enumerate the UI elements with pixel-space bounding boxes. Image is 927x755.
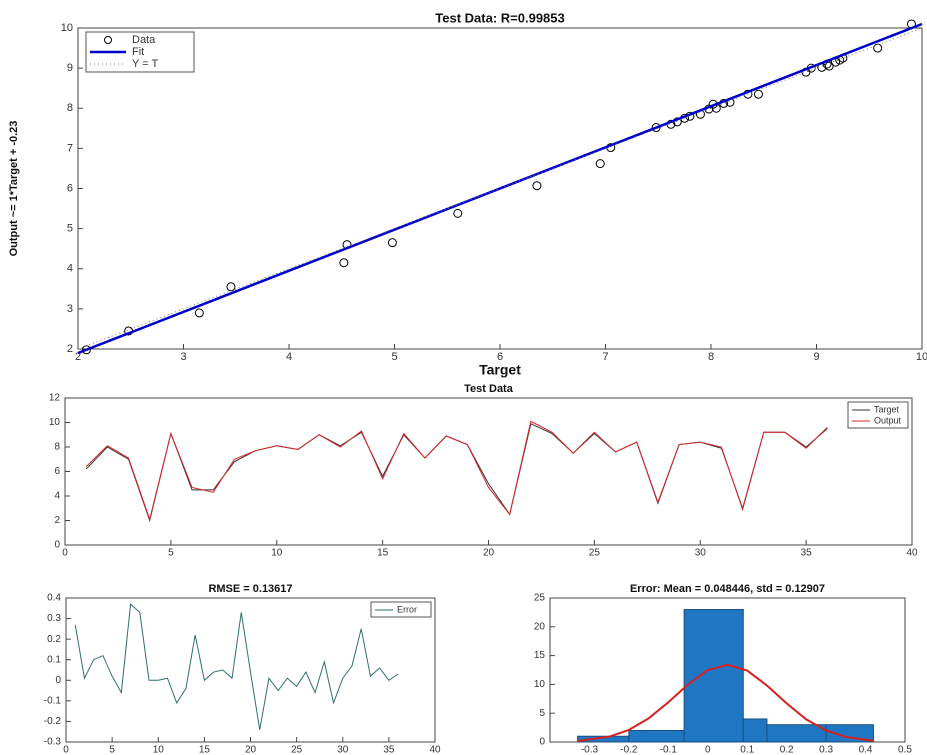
y-tick-label: 8 [54, 442, 60, 453]
x-tick-label: 0.2 [780, 745, 794, 755]
legend-label: Data [132, 34, 156, 46]
figure: Test Data: R=0.99853 Target Output ~= 1*Ta… [0, 0, 927, 755]
x-tick-label: 35 [801, 548, 813, 559]
legend-label: Fit [132, 46, 144, 58]
x-tick-label: 20 [245, 745, 257, 755]
x-tick-label: 30 [337, 745, 349, 755]
x-tick-label: 6 [497, 351, 503, 363]
y-tick-label: 6 [67, 182, 73, 194]
x-tick-label: 5 [391, 351, 397, 363]
y-axis-label: Output ~= 1*Target + -0.23 [8, 121, 20, 257]
x-tick-label: 25 [589, 548, 601, 559]
y-tick-label: 0.1 [47, 654, 61, 665]
y-tick-label: 5 [539, 708, 545, 719]
y-tick-label: 4 [67, 263, 73, 275]
y-tick-label: -0.1 [44, 695, 62, 706]
x-tick-label: 10 [271, 548, 283, 559]
x-tick-label: 10 [916, 351, 927, 363]
y-tick-label: 6 [54, 466, 60, 477]
legend-label: Output [874, 415, 902, 425]
y-tick-label: 8 [67, 102, 73, 114]
x-tick-label: 5 [109, 745, 115, 755]
y-tick-label: 9 [67, 62, 73, 74]
y-tick-label: 2 [67, 343, 73, 355]
x-tick-label: 30 [695, 548, 707, 559]
x-tick-label: 0 [62, 548, 68, 559]
chart-title: Test Data: R=0.99853 [435, 10, 564, 25]
y-tick-label: 15 [534, 650, 546, 661]
y-tick-label: 10 [49, 417, 61, 428]
plot-area [65, 398, 912, 545]
x-tick-label: 40 [429, 745, 441, 755]
histogram-bar [684, 610, 743, 742]
x-tick-label: 7 [602, 351, 608, 363]
y-tick-label: 0 [55, 675, 61, 686]
chart-title: Test Data [464, 383, 514, 395]
y-tick-label: 10 [534, 679, 546, 690]
x-tick-label: 15 [377, 548, 389, 559]
x-tick-label: -0.1 [660, 745, 678, 755]
chart: RMSE = 0.13617 0 5 10 15 20 25 30 35 40 -0.3 -0.2 -0… [44, 583, 441, 755]
y-tick-label: 5 [67, 223, 73, 235]
y-tick-label: -0.2 [44, 716, 62, 727]
y-tick-label: 0 [539, 737, 545, 748]
y-tick-label: 0 [54, 540, 60, 551]
x-tick-label: 8 [708, 351, 714, 363]
legend-label: Target [874, 404, 900, 414]
x-tick-label: 35 [383, 745, 395, 755]
x-tick-label: 0 [63, 745, 69, 755]
y-tick-label: 2 [54, 515, 60, 526]
y-tick-label: 20 [534, 621, 546, 632]
x-tick-label: -0.3 [581, 745, 599, 755]
histogram-bar [629, 730, 684, 742]
x-tick-label: 0 [705, 745, 711, 755]
histogram-bar [767, 725, 826, 742]
x-tick-label: 4 [286, 351, 292, 363]
legend-label: Error [397, 604, 417, 614]
x-tick-label: 40 [906, 548, 918, 559]
y-tick-label: 25 [534, 593, 546, 604]
x-tick-label: 5 [168, 548, 174, 559]
legend-label: Y = T [132, 58, 158, 70]
chart-title: Error: Mean = 0.048446, std = 0.12907 [630, 583, 825, 595]
x-tick-label: 3 [180, 351, 186, 363]
x-tick-label: 0.3 [819, 745, 833, 755]
chart-title: RMSE = 0.13617 [208, 583, 292, 595]
x-tick-label: 0.1 [740, 745, 754, 755]
page: {"chart_data": [ {"type": "scatter", "ti… [0, 0, 927, 755]
x-tick-label: 20 [483, 548, 495, 559]
x-axis-label: Target [479, 362, 521, 378]
chart: Test Data 0 5 10 15 20 25 30 35 40 0 2 4 6 8 10 12 Target… [49, 383, 918, 559]
histogram-bar [743, 719, 767, 742]
x-tick-label: -0.2 [620, 745, 638, 755]
y-tick-label: 10 [61, 22, 73, 34]
x-tick-label: 15 [199, 745, 211, 755]
chart: Error: Mean = 0.048446, std = 0.12907 -0.… [534, 583, 913, 755]
x-tick-label: 25 [291, 745, 303, 755]
chart: Test Data: R=0.99853 Target Output ~= 1*Ta… [8, 10, 927, 377]
x-tick-label: 0.4 [859, 745, 873, 755]
x-tick-label: 9 [813, 351, 819, 363]
y-tick-label: 7 [67, 142, 73, 154]
y-tick-label: 3 [67, 303, 73, 315]
y-tick-label: 0.4 [47, 593, 61, 604]
y-tick-label: 12 [49, 393, 61, 404]
y-tick-label: 0.3 [47, 613, 61, 624]
y-tick-label: 4 [54, 491, 60, 502]
x-tick-label: 0.5 [898, 745, 912, 755]
y-tick-label: 0.2 [47, 634, 61, 645]
y-tick-label: -0.3 [44, 737, 62, 748]
x-tick-label: 10 [153, 745, 165, 755]
